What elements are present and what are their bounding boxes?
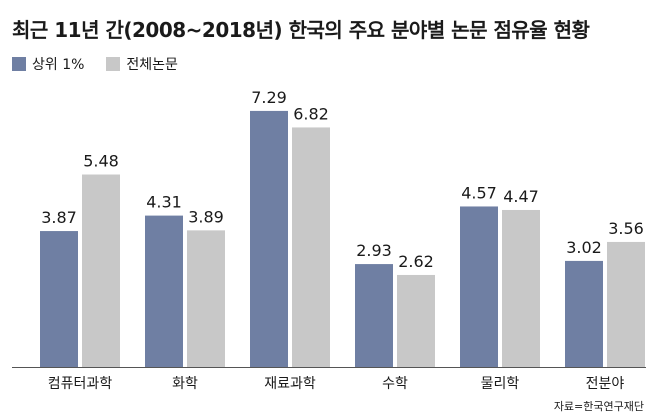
bar-all-3 <box>397 274 435 367</box>
legend-label-all: 전체논문 <box>126 57 178 73</box>
category-label-4: 물리학 <box>481 376 520 392</box>
category-label-5: 전분야 <box>586 376 625 392</box>
source-note: 자료=한국연구재단 <box>553 400 644 413</box>
legend-label-top1: 상위 1% <box>32 57 85 73</box>
value-label-all-4: 4.47 <box>503 187 539 206</box>
value-label-top1-1: 4.31 <box>146 193 182 212</box>
category-label-2: 재료과학 <box>264 376 316 392</box>
bar-all-1 <box>187 230 225 367</box>
value-label-top1-4: 4.57 <box>461 183 497 202</box>
bar-all-0 <box>82 174 120 367</box>
value-label-all-3: 2.62 <box>398 252 434 271</box>
bar-all-5 <box>607 241 645 367</box>
bar-all-4 <box>502 209 540 367</box>
legend-item-all: 전체논문 <box>106 54 178 74</box>
bar-top1-2 <box>250 110 288 368</box>
bar-top1-5 <box>565 260 603 367</box>
bar-top1-3 <box>355 264 393 367</box>
value-label-top1-3: 2.93 <box>356 241 392 260</box>
value-label-top1-5: 3.02 <box>566 238 602 257</box>
category-label-0: 컴퓨터과학 <box>48 376 113 392</box>
value-label-all-2: 6.82 <box>293 104 329 123</box>
value-label-all-0: 5.48 <box>83 151 119 170</box>
value-label-top1-2: 7.29 <box>251 88 287 107</box>
legend-swatch-all <box>106 57 121 71</box>
value-label-top1-0: 3.87 <box>41 208 77 227</box>
legend: 상위 1% 전체논문 <box>12 54 200 74</box>
bar-top1-0 <box>40 231 78 367</box>
legend-swatch-top1 <box>12 57 26 71</box>
value-label-all-1: 3.89 <box>188 207 224 226</box>
bar-top1-1 <box>145 215 183 367</box>
category-label-1: 화학 <box>172 376 198 392</box>
bar-all-2 <box>292 127 330 367</box>
chart-title: 최근 11년 간(2008~2018년) 한국의 주요 분야별 논문 점유율 현… <box>12 18 590 42</box>
legend-item-top1: 상위 1% <box>12 54 84 74</box>
bar-top1-4 <box>460 206 498 367</box>
category-label-3: 수학 <box>382 376 408 392</box>
value-label-all-5: 3.56 <box>608 219 644 238</box>
